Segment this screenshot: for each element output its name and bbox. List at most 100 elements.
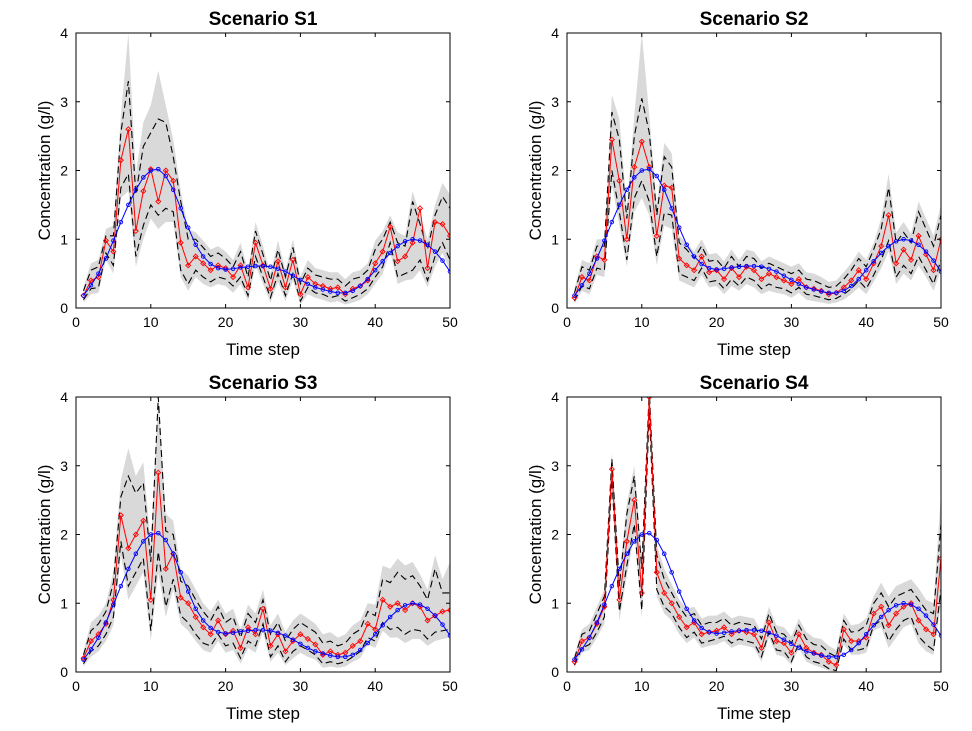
y-tick-label: 3 xyxy=(60,94,68,110)
true-point xyxy=(834,290,839,296)
x-tick-label: 20 xyxy=(218,678,234,694)
lower-bound-line xyxy=(83,541,450,665)
true-point xyxy=(410,601,415,606)
true-markers xyxy=(81,530,450,662)
estimate-point xyxy=(147,166,154,173)
true-point xyxy=(819,653,824,658)
true-point xyxy=(751,627,757,633)
true-point xyxy=(193,606,198,612)
estimate-point xyxy=(282,648,289,655)
x-tick-label: 0 xyxy=(72,678,80,694)
true-point xyxy=(714,267,719,272)
x-tick-label: 40 xyxy=(367,314,383,330)
y-tick-label: 2 xyxy=(551,527,559,543)
true-point xyxy=(163,173,169,179)
estimate-point xyxy=(586,277,593,284)
estimate-point xyxy=(185,262,192,269)
x-tick-label: 40 xyxy=(858,314,874,330)
true-point xyxy=(313,649,318,654)
true-point xyxy=(826,654,832,660)
estimate-point xyxy=(833,662,840,669)
true-point xyxy=(343,654,348,660)
estimate-point xyxy=(230,274,237,281)
estimate-point xyxy=(162,167,169,174)
true-point xyxy=(320,287,326,292)
estimate-point xyxy=(758,644,765,651)
estimate-point xyxy=(267,285,274,292)
true-point xyxy=(417,238,423,243)
true-point xyxy=(170,187,176,192)
true-point xyxy=(253,263,258,269)
true-point xyxy=(163,537,169,543)
estimate-point xyxy=(676,255,683,262)
x-tick-label: 40 xyxy=(858,678,874,694)
true-point xyxy=(579,647,585,652)
true-point xyxy=(357,283,363,289)
true-point xyxy=(343,290,348,296)
true-point xyxy=(617,202,622,208)
estimate-point xyxy=(237,644,244,651)
estimate-point xyxy=(252,239,259,246)
estimate-point xyxy=(668,600,675,607)
x-axis-label: Time step xyxy=(226,704,300,723)
true-point xyxy=(931,258,936,263)
true-point xyxy=(721,630,727,636)
estimate-point xyxy=(387,603,394,610)
true-point xyxy=(699,261,704,267)
true-point xyxy=(447,633,450,638)
uncertainty-band xyxy=(574,33,941,304)
estimate-point xyxy=(773,274,780,281)
true-point xyxy=(313,285,318,290)
estimate-point xyxy=(446,232,450,239)
true-point xyxy=(335,290,341,296)
true-point xyxy=(684,606,689,612)
true-point xyxy=(215,629,221,635)
true-point xyxy=(298,641,303,647)
true-point xyxy=(253,627,258,633)
estimate-point xyxy=(698,253,705,260)
true-point xyxy=(706,265,712,271)
true-point xyxy=(639,532,645,537)
true-point xyxy=(901,236,906,242)
true-point xyxy=(602,238,607,243)
estimate-point xyxy=(222,265,229,272)
estimate-point xyxy=(312,280,319,287)
estimate-point xyxy=(773,638,780,645)
estimate-point xyxy=(578,638,585,645)
true-point xyxy=(819,289,824,294)
estimate-point xyxy=(848,277,855,284)
estimate-point xyxy=(653,569,660,576)
true-point xyxy=(684,242,689,247)
estimate-markers xyxy=(80,469,450,662)
estimate-point xyxy=(364,620,371,627)
true-point xyxy=(736,264,742,270)
estimate-point xyxy=(578,274,585,281)
true-point xyxy=(691,254,697,259)
estimate-point xyxy=(87,638,94,645)
true-point xyxy=(744,627,749,633)
true-point xyxy=(118,219,124,225)
subplot-3: 0 10 20 30 40 50 0 1 2 3 4 Scenario S3 Time step Conc… xyxy=(35,373,458,723)
true-point xyxy=(245,628,251,634)
estimate-point xyxy=(110,596,117,603)
y-tick-label: 3 xyxy=(60,458,68,474)
true-point xyxy=(594,620,600,625)
true-point xyxy=(103,256,109,261)
estimate-point xyxy=(185,600,192,607)
x-tick-label: 10 xyxy=(634,314,650,330)
true-point xyxy=(834,654,839,660)
estimate-point xyxy=(893,260,900,267)
true-point xyxy=(81,293,86,298)
upper-bound-line xyxy=(573,397,941,659)
estimate-point xyxy=(177,239,184,246)
true-point xyxy=(729,265,734,270)
true-point xyxy=(886,607,891,613)
true-point xyxy=(387,614,393,620)
estimate-point xyxy=(207,267,214,274)
x-tick-label: 50 xyxy=(933,678,949,694)
true-point xyxy=(223,631,228,636)
estimate-point xyxy=(706,269,713,276)
estimate-point xyxy=(252,631,259,638)
estimate-point xyxy=(780,640,787,647)
true-point xyxy=(811,287,817,292)
